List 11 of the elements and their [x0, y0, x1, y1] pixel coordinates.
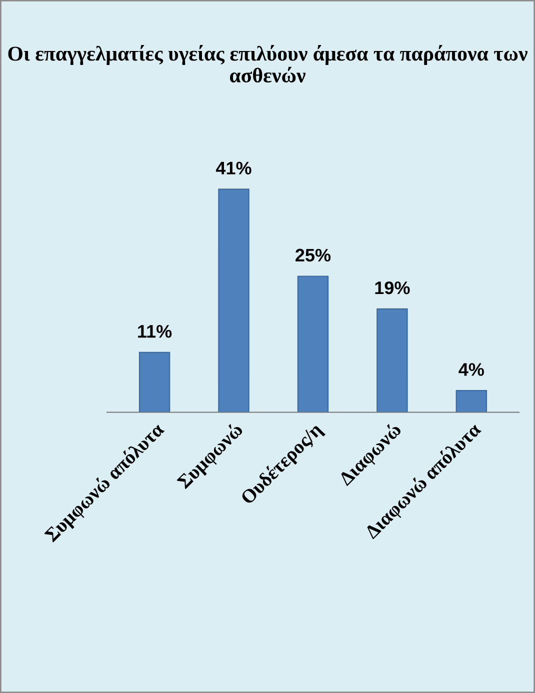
- chart-title: Οι επαγγελματίες υγείας επιλύουν άμεσα τα παράπονα των ασθενών: [8, 45, 528, 83]
- data-label: 25%: [296, 248, 331, 262]
- data-label: 41%: [216, 162, 252, 174]
- bar: [218, 188, 250, 412]
- bar: [138, 352, 170, 412]
- bar: [456, 390, 488, 412]
- data-label: 11%: [138, 325, 172, 338]
- bar: [376, 308, 408, 412]
- data-label: 19%: [375, 281, 410, 294]
- bar: [297, 276, 329, 412]
- data-label: 4%: [458, 363, 484, 376]
